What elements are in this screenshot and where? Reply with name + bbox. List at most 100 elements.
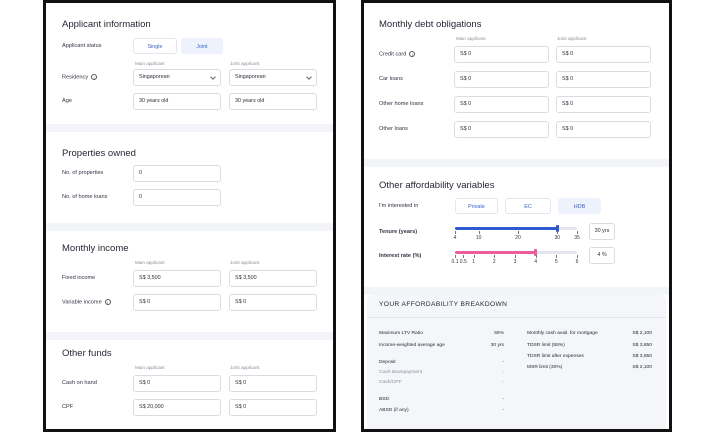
rate-tick-mark: [535, 255, 537, 258]
age-joint-input[interactable]: 30 years old: [229, 93, 317, 110]
breakdown-left-label: BSD: [379, 397, 390, 402]
main-applicant-header: Main applicant: [135, 61, 165, 66]
rate-tick-label: 0.1: [451, 259, 459, 265]
applicant-title: Applicant information: [62, 19, 151, 30]
variables-card: Other affordability variables I'm intere…: [367, 168, 666, 286]
tenure-tick-mark: [577, 231, 578, 234]
rate-tick-label: 0.5: [459, 259, 467, 265]
breakdown-title: YOUR AFFORDABILITY BREAKDOWN: [379, 301, 508, 308]
rate-tick-label: 1: [472, 259, 475, 265]
joint-applicant-header: Joint applicant: [557, 36, 587, 41]
interest-rate-label: Interest rate (%): [379, 253, 422, 259]
tenure-tick-label: 35: [574, 235, 580, 241]
type-hdb-button[interactable]: HDB: [558, 198, 601, 214]
rate-tick-label: 2: [492, 259, 496, 265]
cpf-label: CPF: [62, 404, 74, 410]
tenure-tick-mark: [455, 231, 456, 234]
section-divider: [364, 159, 669, 167]
breakdown-left-label: ABSD (if any): [379, 408, 409, 413]
tenure-slider-fill: [455, 227, 558, 230]
breakdown-left-value: -: [502, 360, 504, 365]
breakdown-right-label: TDSR limit after expenses: [527, 354, 584, 359]
breakdown-left-value: 55%: [494, 331, 504, 336]
rate-tick-mark: [577, 255, 578, 258]
tenure-tick-label: 4: [453, 235, 457, 241]
interest-rate-slider[interactable]: [455, 249, 577, 256]
other-main-input[interactable]: S$ 0: [454, 121, 549, 138]
status-single-button[interactable]: Single: [133, 38, 177, 54]
cpf-main-input[interactable]: S$ 20,000: [133, 399, 221, 416]
tenure-tick-mark: [557, 231, 558, 234]
section-divider: [46, 223, 333, 231]
credit-card-label: Credit card i: [379, 51, 416, 57]
interest-rate-slider-handle[interactable]: [534, 249, 538, 256]
variable-income-main-input[interactable]: S$ 0: [133, 294, 221, 311]
rate-tick-mark: [514, 255, 516, 258]
num-properties-input[interactable]: 0: [133, 165, 221, 182]
rate-tick-mark: [556, 255, 557, 258]
variables-title: Other affordability variables: [379, 180, 495, 191]
right-panel: Monthly debt obligations Main applicant …: [361, 0, 672, 432]
breakdown-left-label: Cash/CPF: [379, 380, 402, 385]
main-applicant-header: Main applicant: [135, 260, 165, 265]
num-properties-label: No. of properties: [62, 170, 104, 176]
num-home-loans-input[interactable]: 0: [133, 189, 221, 206]
type-ec-button[interactable]: EC: [505, 198, 551, 214]
section-divider: [46, 124, 333, 132]
car-main-input[interactable]: S$ 0: [454, 71, 549, 88]
tenure-tick-label: 20: [515, 235, 521, 241]
breakdown-left-label: Income-weighted average age: [379, 343, 445, 348]
cpf-joint-input[interactable]: S$ 0: [229, 399, 317, 416]
age-main-input[interactable]: 30 years old: [133, 93, 221, 110]
info-icon[interactable]: i: [104, 299, 111, 305]
num-home-loans-label: No. of home loans: [62, 194, 108, 200]
home-main-input[interactable]: S$ 0: [454, 96, 549, 113]
breakdown-divider: [367, 317, 666, 318]
tenure-value-box[interactable]: 30 yrs: [589, 223, 615, 240]
interest-rate-value-box[interactable]: 4 %: [589, 247, 615, 264]
funds-title: Other funds: [62, 348, 112, 359]
breakdown-left-value: -: [502, 397, 504, 402]
fixed-income-joint-input[interactable]: S$ 3,500: [229, 270, 317, 287]
age-label: Age: [62, 98, 72, 104]
info-icon[interactable]: i: [91, 74, 98, 80]
tenure-tick-mark: [478, 231, 480, 234]
other-home-loans-label: Other home loans: [379, 101, 424, 107]
tenure-label: Tenure (years): [379, 229, 418, 235]
joint-applicant-header: Joint applicant: [230, 260, 260, 265]
tenure-tick-mark: [517, 231, 519, 234]
fixed-income-main-input[interactable]: S$ 3,500: [133, 270, 221, 287]
debt-title: Monthly debt obligations: [379, 19, 482, 30]
type-private-button[interactable]: Private: [455, 198, 498, 214]
tenure-slider-handle[interactable]: [555, 225, 559, 232]
breakdown-left-label: Deposit: [379, 360, 396, 365]
breakdown-left-value: -: [502, 370, 504, 375]
rate-tick-mark: [494, 255, 495, 258]
breakdown-left-value: 30 yrs: [490, 343, 504, 348]
status-joint-button[interactable]: Joint: [181, 38, 223, 54]
credit-main-input[interactable]: S$ 0: [454, 46, 549, 63]
cash-joint-input[interactable]: S$ 0: [229, 375, 317, 392]
section-divider: [46, 332, 333, 340]
chevron-down-icon: [306, 74, 312, 80]
breakdown-right-label: MSR limit (30%): [527, 365, 563, 370]
home-joint-input[interactable]: S$ 0: [556, 96, 651, 113]
car-joint-input[interactable]: S$ 0: [556, 71, 651, 88]
applicant-status-label: Applicant status: [62, 43, 102, 49]
tenure-slider[interactable]: [455, 225, 577, 232]
tenure-tick-label: 10: [475, 235, 482, 241]
chevron-down-icon: [210, 74, 216, 80]
interest-rate-slider-fill: [455, 251, 536, 254]
variable-income-joint-input[interactable]: S$ 0: [229, 294, 317, 311]
residency-main-select[interactable]: Singaporean: [133, 69, 221, 86]
other-joint-input[interactable]: S$ 0: [556, 121, 651, 138]
credit-joint-input[interactable]: S$ 0: [556, 46, 651, 63]
fixed-income-label: Fixed income: [62, 275, 96, 281]
applicant-card: Applicant information Applicant status S…: [49, 3, 330, 123]
rate-tick-mark: [463, 255, 464, 258]
cash-main-input[interactable]: S$ 0: [133, 375, 221, 392]
info-icon[interactable]: i: [409, 51, 416, 57]
breakdown-left-label: Maximum LTV Ratio: [379, 331, 423, 336]
variable-income-label: Variable income i: [62, 299, 111, 305]
residency-joint-select[interactable]: Singaporean: [229, 69, 317, 86]
